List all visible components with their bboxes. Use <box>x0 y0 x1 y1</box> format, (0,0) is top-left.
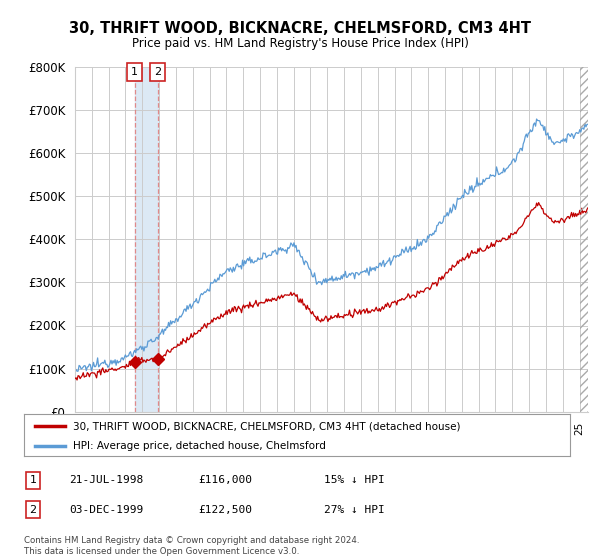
Text: 2: 2 <box>29 505 37 515</box>
Bar <box>580 67 588 412</box>
Text: £116,000: £116,000 <box>198 475 252 486</box>
Text: 21-JUL-1998: 21-JUL-1998 <box>69 475 143 486</box>
Text: Contains HM Land Registry data © Crown copyright and database right 2024.
This d: Contains HM Land Registry data © Crown c… <box>24 536 359 556</box>
Text: 15% ↓ HPI: 15% ↓ HPI <box>324 475 385 486</box>
Bar <box>135 67 158 412</box>
Text: 1: 1 <box>131 67 138 77</box>
Text: Price paid vs. HM Land Registry's House Price Index (HPI): Price paid vs. HM Land Registry's House … <box>131 37 469 50</box>
Text: 30, THRIFT WOOD, BICKNACRE, CHELMSFORD, CM3 4HT: 30, THRIFT WOOD, BICKNACRE, CHELMSFORD, … <box>69 21 531 36</box>
Text: 1: 1 <box>29 475 37 486</box>
Text: 2: 2 <box>154 67 161 77</box>
Text: £122,500: £122,500 <box>198 505 252 515</box>
Text: 03-DEC-1999: 03-DEC-1999 <box>69 505 143 515</box>
Text: 27% ↓ HPI: 27% ↓ HPI <box>324 505 385 515</box>
Text: HPI: Average price, detached house, Chelmsford: HPI: Average price, detached house, Chel… <box>73 441 326 451</box>
Text: 30, THRIFT WOOD, BICKNACRE, CHELMSFORD, CM3 4HT (detached house): 30, THRIFT WOOD, BICKNACRE, CHELMSFORD, … <box>73 421 461 431</box>
